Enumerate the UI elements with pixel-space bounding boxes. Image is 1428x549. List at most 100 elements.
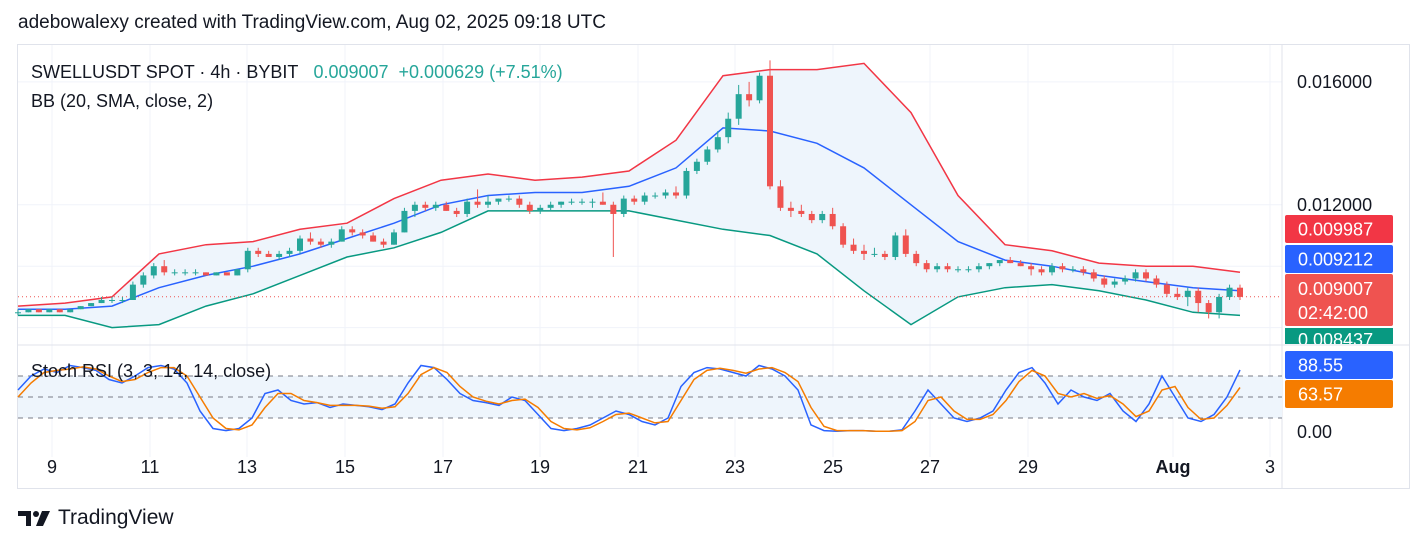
- stoch-y-tick: 0.00: [1297, 422, 1332, 442]
- candle-body: [67, 309, 74, 313]
- candle-body: [735, 94, 742, 119]
- candle-body: [297, 238, 303, 251]
- candle-body: [276, 253, 283, 257]
- candle-body: [850, 244, 857, 251]
- candle-body: [391, 232, 397, 245]
- symbol-name[interactable]: SWELLUSDT SPOT · 4h · BYBIT: [31, 62, 299, 82]
- candle-body: [182, 272, 189, 274]
- candle-body: [610, 204, 617, 214]
- candle-body: [568, 201, 575, 203]
- candle-body: [140, 275, 147, 285]
- candle-body: [234, 269, 241, 276]
- candle-body: [516, 198, 523, 205]
- candle-body: [485, 201, 491, 205]
- candle-body: [704, 149, 711, 162]
- axes: 9 11 13 15 17 19 21 23 25 27 29 Aug 3 0.016000 0.01200…: [47, 72, 1372, 477]
- bb-upper-price-label-bg: [1285, 215, 1393, 243]
- candle-body: [620, 198, 627, 214]
- bollinger-bands: [17, 62, 1282, 329]
- x-tick-label: 17: [433, 457, 453, 477]
- candle-body: [787, 207, 794, 211]
- x-tick-label: Aug: [1156, 457, 1191, 477]
- candle-body: [1184, 290, 1191, 297]
- chart-frame: [17, 44, 1410, 489]
- bb-legend[interactable]: BB (20, SMA, close, 2): [31, 91, 214, 111]
- last-price: 0.009007: [313, 62, 389, 82]
- candle-body: [213, 272, 220, 276]
- candle-body: [328, 241, 335, 245]
- candle-body: [88, 303, 95, 307]
- candle-body: [996, 260, 1003, 264]
- bb-lower-line: [18, 210, 1241, 329]
- candle-body: [840, 226, 847, 245]
- candle-body: [1153, 278, 1160, 285]
- candle-body: [1049, 266, 1055, 273]
- candle-body: [150, 266, 157, 276]
- stoch-legend[interactable]: Stoch RSI (3, 3, 14, 14, close): [31, 361, 272, 381]
- price-labels: 0.009987 0.009212 0.009007 02:42:00 0.008437…: [1285, 215, 1393, 408]
- candle-body: [1122, 278, 1129, 282]
- candle-body: [798, 210, 805, 214]
- last-price-label-bg: [1285, 274, 1393, 326]
- attribution: adebowalexy created with TradingView.com…: [18, 12, 606, 33]
- x-tick-label: 23: [725, 457, 745, 477]
- candle-body: [453, 210, 460, 214]
- candle-body: [1028, 266, 1035, 270]
- candle-body: [944, 266, 951, 270]
- symbol-legend: SWELLUSDT SPOT · 4h · BYBIT 0.009007 +0.…: [31, 62, 563, 83]
- candle-body: [1111, 281, 1118, 285]
- candle-body: [683, 170, 690, 196]
- candle-body: [46, 309, 53, 313]
- candle-body: [1216, 296, 1223, 313]
- bb-basis-line: [18, 127, 1241, 310]
- candle-body: [1038, 269, 1045, 273]
- candle-body: [923, 263, 930, 270]
- candle-body: [432, 204, 439, 208]
- candle-body: [547, 204, 554, 208]
- candle-body: [359, 232, 366, 236]
- candle-body: [662, 192, 669, 196]
- candle-body: [474, 201, 481, 205]
- bb-basis-price-label-bg: [1285, 245, 1393, 273]
- bb-upper-price-label: 0.009987: [1298, 220, 1373, 240]
- x-tick-label: 21: [628, 457, 648, 477]
- candle-body: [819, 213, 826, 221]
- candle-body: [35, 309, 42, 313]
- candle-body: [975, 266, 982, 270]
- candle-body: [1017, 263, 1024, 267]
- candle-body: [537, 207, 544, 211]
- candle-body: [265, 253, 272, 257]
- candle-body: [1226, 287, 1233, 297]
- candle-body: [77, 306, 84, 310]
- candle-body: [756, 75, 763, 101]
- candle-body: [244, 250, 251, 270]
- candle-body: [422, 204, 429, 208]
- x-tick-label: 13: [237, 457, 257, 477]
- candle-body: [25, 309, 32, 313]
- y-tick-label: 0.016000: [1297, 72, 1372, 92]
- candle-body: [370, 235, 377, 242]
- candle-body: [1059, 266, 1066, 270]
- candle-body: [338, 229, 345, 242]
- candle-body: [746, 94, 753, 101]
- candles: [15, 60, 1243, 319]
- x-tick-label: 27: [920, 457, 940, 477]
- x-tick-label: 29: [1018, 457, 1038, 477]
- tradingview-logo[interactable]: TradingView: [18, 506, 174, 530]
- x-tick-label: 19: [530, 457, 550, 477]
- candle-body: [192, 272, 199, 274]
- stoch-series-d: [17, 366, 1241, 433]
- candle-body: [913, 253, 920, 264]
- candle-body: [349, 229, 356, 233]
- candle-body: [286, 250, 293, 254]
- candle-body: [203, 272, 209, 276]
- candle-body: [1132, 272, 1139, 279]
- countdown-label: 02:42:00: [1298, 303, 1368, 323]
- candle-body: [1237, 287, 1243, 297]
- x-tick-label: 3: [1265, 457, 1275, 477]
- x-tick-label: 25: [823, 457, 843, 477]
- candle-body: [1090, 272, 1097, 279]
- candle-body: [965, 269, 972, 271]
- candle-body: [631, 198, 638, 202]
